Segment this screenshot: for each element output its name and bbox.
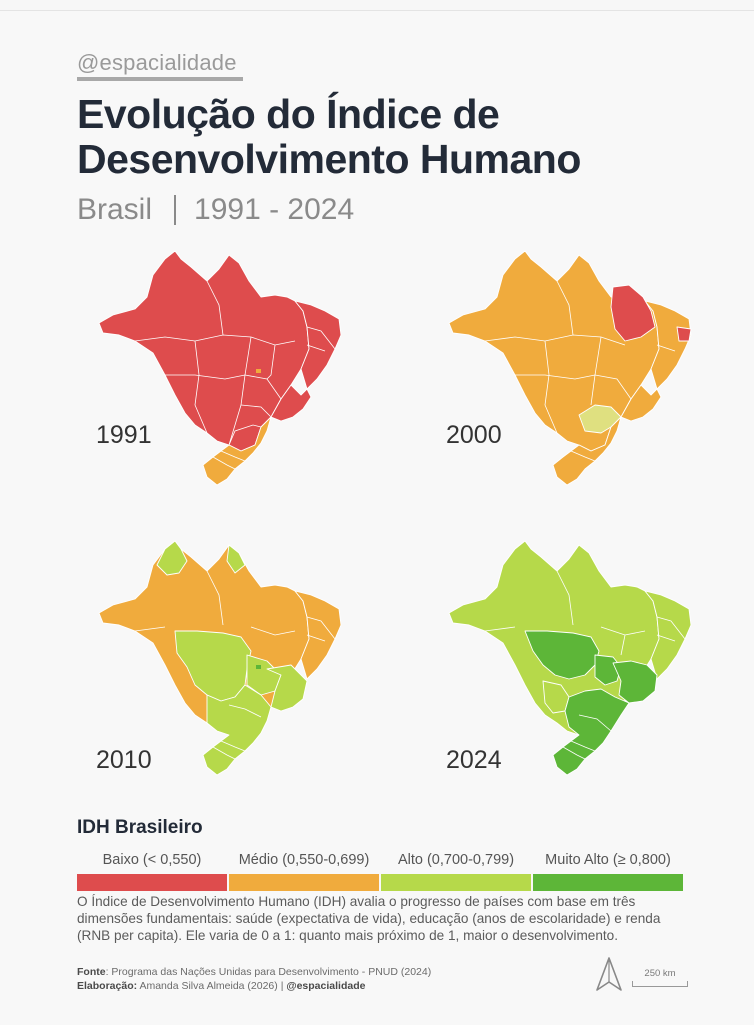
- legend-item-alto: Alto (0,700-0,799): [381, 852, 531, 891]
- subtitle: Brasil 1991 - 2024: [77, 193, 354, 227]
- footer-author-text: Amanda Silva Almeida (2026) |: [137, 980, 287, 992]
- legend-label: Médio (0,550-0,699): [238, 852, 370, 868]
- scale-label: 250 km: [644, 968, 676, 979]
- map-2010: [98, 540, 342, 776]
- footer-author: Elaboração: Amanda Silva Almeida (2026) …: [77, 979, 431, 993]
- footer-source-label: Fonte: [77, 966, 106, 978]
- legend-swatch: [229, 874, 379, 891]
- legend-swatch: [381, 874, 531, 891]
- region-northeast: [644, 590, 692, 680]
- region-northeast: [644, 300, 692, 390]
- capital-district: [256, 665, 261, 669]
- scale-line: [632, 981, 688, 987]
- region-northeast: [294, 590, 342, 680]
- legend-item-medio: Médio (0,550-0,699): [229, 852, 379, 891]
- map-year-2000: 2000: [446, 421, 502, 449]
- author-handle: @espacialidade: [77, 50, 237, 75]
- region-alagoas: [676, 326, 692, 342]
- legend-item-muito-alto: Muito Alto (≥ 0,800): [533, 852, 683, 891]
- map-2024: [448, 540, 692, 776]
- map-year-1991: 1991: [96, 421, 152, 449]
- infographic: [0, 10, 754, 1025]
- map-year-2024: 2024: [446, 746, 502, 774]
- footer-author-label: Elaboração:: [77, 980, 138, 992]
- subtitle-period: 1991 - 2024: [194, 193, 355, 226]
- region-northeast: [294, 300, 342, 390]
- legend-label: Alto (0,700-0,799): [397, 852, 515, 868]
- legend-swatch: [77, 874, 227, 891]
- map-year-2010: 2010: [96, 746, 152, 774]
- region-minas: [612, 660, 658, 704]
- region-piaui-maranhao: [610, 284, 656, 342]
- region-amapa: [226, 544, 246, 574]
- subtitle-separator: [174, 195, 177, 225]
- region-mato-grosso: [524, 630, 600, 680]
- region-southeast-south: [552, 688, 630, 776]
- description: O Índice de Desenvolvimento Humano (IDH)…: [77, 894, 661, 943]
- capital-district: [256, 369, 261, 373]
- legend: Baixo (< 0,550) Médio (0,550-0,699) Alto…: [77, 852, 683, 891]
- region-south: [202, 684, 272, 776]
- footer-author-handle: @espacialidade: [286, 980, 366, 992]
- region-roraima: [156, 540, 188, 576]
- scale-bar: 250 km: [632, 968, 688, 987]
- legend-title: IDH Brasileiro: [77, 817, 203, 838]
- legend-swatch: [533, 874, 683, 891]
- map-1991: [98, 250, 342, 486]
- region-southeast-east: [620, 384, 662, 422]
- legend-label: Muito Alto (≥ 0,800): [545, 852, 671, 868]
- subtitle-country: Brasil: [77, 193, 153, 226]
- map-2000: [448, 250, 692, 486]
- region-southeast-east: [270, 384, 312, 422]
- footer: Fonte: Programa das Nações Unidas para D…: [77, 965, 431, 993]
- footer-source: Fonte: Programa das Nações Unidas para D…: [77, 965, 431, 979]
- footer-source-text: : Programa das Nações Unidas para Desenv…: [105, 966, 432, 978]
- handle-underline: [77, 77, 243, 81]
- north-arrow-icon: [596, 957, 622, 991]
- page-title: Evolução do Índice de Desenvolvimento Hu…: [77, 91, 581, 182]
- legend-label: Baixo (< 0,550): [102, 852, 202, 868]
- region-southeast-east: [266, 664, 308, 712]
- legend-item-baixo: Baixo (< 0,550): [77, 852, 227, 891]
